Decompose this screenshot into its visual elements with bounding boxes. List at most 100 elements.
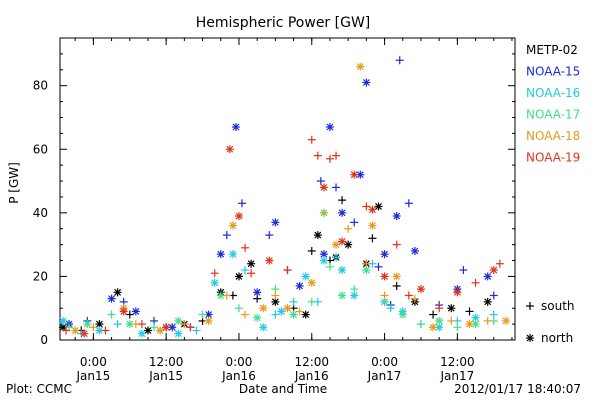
data-point-south [380,291,389,300]
data-point-north [447,304,456,313]
data-point-south [283,266,292,275]
data-point-north [338,266,347,275]
y-tick-label: 60 [33,142,48,156]
data-point-north [332,240,341,249]
data-point-north [410,246,419,255]
plot-border [59,37,516,341]
data-point-north [210,278,219,287]
data-point-north [174,329,183,338]
data-point-south [362,259,371,268]
data-point-south [137,320,146,329]
data-point-south [332,183,341,192]
data-point-north [253,313,262,322]
data-point-south [410,294,419,303]
x-axis: 0:00Jan1512:00Jan150:00Jan1612:00Jan160:… [74,38,513,383]
data-point-north [228,250,237,259]
x-axis-label: Date and Time [239,382,327,396]
data-point-south [392,240,401,249]
data-point-north [489,266,498,275]
data-point-south [307,135,316,144]
data-point-north [392,212,401,221]
data-point-north [429,323,438,332]
data-point-north [483,297,492,306]
data-point-north [465,320,474,329]
data-point-north [125,320,134,329]
data-point-south [350,285,359,294]
data-point-south [495,259,504,268]
legend-entry: NOAA-18 [526,129,580,143]
data-point-south [319,208,328,217]
data-point-south [332,151,341,160]
data-point-north [259,323,268,332]
legend-marker-label: south [541,299,575,313]
series-noaa-19 [62,135,504,338]
data-point-south [234,304,243,313]
x-tick-label-time: 12:00 [294,355,329,369]
data-point-south [113,320,122,329]
data-point-south [344,224,353,233]
data-point-south [265,231,274,240]
data-point-north [350,170,359,179]
data-point-north [338,291,347,300]
data-point-north [295,281,304,290]
x-tick-label-time: 12:00 [149,355,184,369]
data-point-south [459,266,468,275]
data-point-south [404,291,413,300]
data-point-south [222,231,231,240]
legend-entry: NOAA-17 [526,108,580,122]
x-tick-label-date: Jan17 [439,369,474,383]
x-tick-label-date: Jan17 [367,369,402,383]
data-point-north [234,212,243,221]
data-point-south [62,326,71,335]
data-point-south [416,320,425,329]
data-point-south [483,316,492,325]
legend-entry: NOAA-19 [526,151,580,165]
data-point-south [447,316,456,325]
data-point-north [107,294,116,303]
x-tick-label-date: Jan15 [148,369,183,383]
data-point-north [392,272,401,281]
series-noaa-18 [71,62,510,335]
data-point-north [83,320,92,329]
data-point-north [247,259,256,268]
legend-entry: NOAA-16 [526,86,580,100]
data-point-north [231,123,240,132]
legend-entry: NOAA-15 [526,65,580,79]
data-point-north [253,288,262,297]
data-point-north [368,221,377,230]
y-tick-label: 80 [33,79,48,93]
data-point-north [259,304,268,313]
series-noaa-16 [59,250,498,338]
data-point-north [131,307,140,316]
data-point-south [271,291,280,300]
data-point-north [483,272,492,281]
data-point-south [435,304,444,313]
data-point-north [338,208,347,217]
legend-marker-north [526,334,534,342]
data-point-south [404,199,413,208]
data-point-north [356,62,365,71]
legend-marker-label: north [541,331,573,345]
data-point-north [216,250,225,259]
data-point-south [471,278,480,287]
series-noaa-15 [65,56,498,332]
data-point-north [283,304,292,313]
chart-title: Hemispheric Power [GW] [196,15,371,31]
data-point-north [71,326,80,335]
data-point-north [338,237,347,246]
data-point-south [325,154,334,163]
data-point-south [374,262,383,271]
data-point-south [210,269,219,278]
data-point-south [107,310,116,319]
data-point-south [316,177,325,186]
y-tick-label: 0 [40,333,48,347]
data-point-south [222,291,231,300]
data-point-north [204,316,213,325]
data-point-south [238,199,246,208]
data-point-north [289,310,298,319]
data-point-north [59,316,68,325]
plot-frame [59,37,516,341]
data-point-south [241,243,250,252]
data-point-north [416,285,425,294]
